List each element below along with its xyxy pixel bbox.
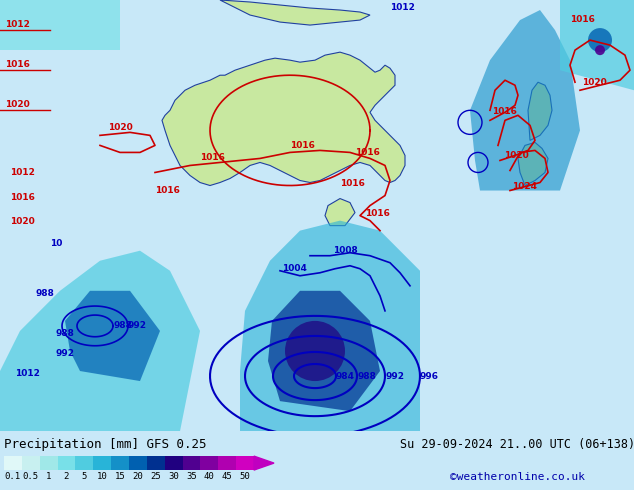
Polygon shape	[162, 52, 405, 186]
Text: 25: 25	[150, 472, 161, 481]
Text: 1016: 1016	[355, 148, 380, 157]
Polygon shape	[518, 143, 548, 186]
Text: 1020: 1020	[108, 123, 133, 132]
Text: 1016: 1016	[570, 15, 595, 24]
Text: 1012: 1012	[390, 3, 415, 12]
Text: 1020: 1020	[582, 78, 607, 87]
Text: 1012: 1012	[15, 369, 40, 378]
Text: 992: 992	[128, 321, 147, 330]
Text: 1016: 1016	[365, 209, 390, 218]
Text: 984: 984	[336, 371, 355, 381]
FancyBboxPatch shape	[111, 456, 129, 470]
Text: 1020: 1020	[5, 100, 30, 109]
FancyBboxPatch shape	[183, 456, 200, 470]
Polygon shape	[0, 0, 120, 50]
Text: 5: 5	[82, 472, 87, 481]
FancyBboxPatch shape	[218, 456, 236, 470]
Polygon shape	[325, 198, 355, 225]
Text: 2: 2	[64, 472, 69, 481]
Text: 1016: 1016	[492, 107, 517, 116]
Text: 1024: 1024	[512, 181, 537, 191]
Text: 10: 10	[97, 472, 108, 481]
Text: 1020: 1020	[504, 151, 529, 160]
Text: 988: 988	[35, 289, 54, 298]
FancyBboxPatch shape	[40, 456, 58, 470]
FancyBboxPatch shape	[165, 456, 183, 470]
Polygon shape	[470, 10, 580, 191]
FancyBboxPatch shape	[4, 456, 22, 470]
Polygon shape	[528, 82, 552, 141]
Text: 992: 992	[385, 371, 404, 381]
Text: 10: 10	[50, 239, 62, 247]
Text: 35: 35	[186, 472, 197, 481]
FancyBboxPatch shape	[200, 456, 218, 470]
Text: 988: 988	[113, 321, 132, 330]
Text: 1016: 1016	[5, 60, 30, 69]
Polygon shape	[220, 0, 370, 25]
Text: 996: 996	[420, 371, 439, 381]
Text: 1016: 1016	[340, 178, 365, 188]
Text: 992: 992	[55, 349, 74, 358]
Polygon shape	[560, 0, 634, 90]
FancyBboxPatch shape	[22, 456, 40, 470]
Text: 1004: 1004	[282, 264, 307, 273]
Text: 0.5: 0.5	[23, 472, 39, 481]
FancyBboxPatch shape	[129, 456, 147, 470]
Polygon shape	[240, 220, 420, 431]
FancyBboxPatch shape	[147, 456, 165, 470]
Text: 45: 45	[222, 472, 233, 481]
Text: 1016: 1016	[10, 193, 35, 201]
Text: 50: 50	[240, 472, 250, 481]
Text: 988: 988	[55, 329, 74, 338]
FancyBboxPatch shape	[93, 456, 111, 470]
Text: 1016: 1016	[290, 142, 315, 150]
Text: 1016: 1016	[155, 186, 180, 195]
Polygon shape	[0, 251, 200, 431]
Text: 0.1: 0.1	[5, 472, 21, 481]
Polygon shape	[254, 456, 274, 470]
Text: 1012: 1012	[10, 169, 35, 177]
FancyBboxPatch shape	[236, 456, 254, 470]
Text: 20: 20	[133, 472, 143, 481]
Text: ©weatheronline.co.uk: ©weatheronline.co.uk	[450, 472, 585, 482]
Text: 988: 988	[357, 371, 376, 381]
Polygon shape	[268, 291, 380, 411]
Text: 1: 1	[46, 472, 51, 481]
Circle shape	[285, 321, 345, 381]
Text: 15: 15	[115, 472, 126, 481]
Text: 1020: 1020	[10, 217, 35, 225]
Text: 40: 40	[204, 472, 215, 481]
Text: 1012: 1012	[5, 20, 30, 29]
Circle shape	[595, 45, 605, 55]
Text: Su 29-09-2024 21..00 UTC (06+138): Su 29-09-2024 21..00 UTC (06+138)	[400, 438, 634, 451]
Circle shape	[588, 28, 612, 52]
Polygon shape	[65, 291, 160, 381]
FancyBboxPatch shape	[75, 456, 93, 470]
Text: 1008: 1008	[333, 245, 358, 255]
Text: Precipitation [mm] GFS 0.25: Precipitation [mm] GFS 0.25	[4, 438, 207, 451]
Text: 30: 30	[168, 472, 179, 481]
FancyBboxPatch shape	[58, 456, 75, 470]
Text: 1016: 1016	[200, 153, 225, 163]
